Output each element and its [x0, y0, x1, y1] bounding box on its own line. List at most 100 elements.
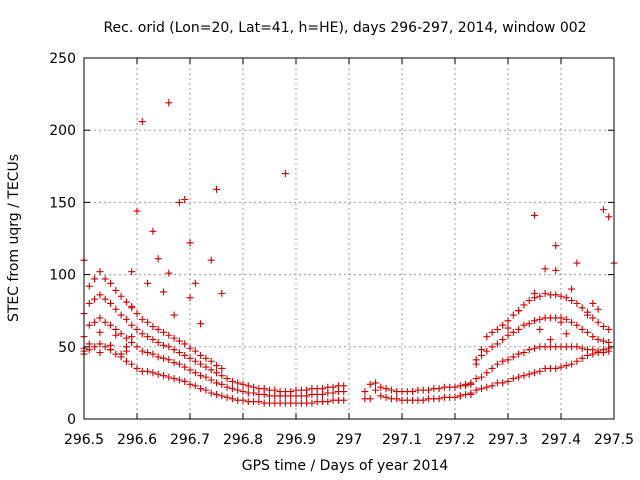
- data-point: [149, 227, 157, 235]
- x-tick-label: 296.8: [223, 432, 263, 448]
- data-point: [165, 373, 173, 381]
- data-point: [144, 349, 152, 357]
- data-point: [96, 291, 104, 299]
- data-point: [122, 334, 130, 342]
- data-point: [197, 320, 205, 328]
- plot-frame: [83, 57, 615, 420]
- data-point: [149, 350, 157, 358]
- data-point: [525, 297, 533, 305]
- data-point: [541, 265, 549, 273]
- data-point: [117, 311, 125, 319]
- data-point: [96, 268, 104, 276]
- data-point: [520, 301, 528, 309]
- data-point: [552, 242, 560, 250]
- data-point: [568, 360, 576, 368]
- data-point: [128, 302, 136, 310]
- data-point: [154, 325, 162, 333]
- data-point: [202, 373, 210, 381]
- data-point: [122, 315, 130, 323]
- grid-lines: [84, 58, 614, 419]
- data-point: [605, 338, 613, 346]
- data-point: [483, 347, 491, 355]
- data-point: [525, 370, 533, 378]
- data-point: [531, 344, 538, 352]
- data-point: [181, 196, 189, 204]
- data-point: [531, 317, 538, 325]
- data-point: [599, 337, 607, 345]
- x-tick-label: 297: [336, 432, 363, 448]
- data-point: [154, 338, 162, 346]
- data-point: [509, 353, 517, 361]
- data-point: [154, 370, 162, 378]
- data-point: [91, 343, 99, 351]
- data-point: [483, 369, 491, 377]
- data-point: [170, 359, 178, 367]
- data-point: [557, 363, 565, 371]
- data-point: [96, 340, 104, 348]
- y-tick-label: 200: [49, 123, 76, 139]
- data-point: [175, 198, 183, 206]
- data-point: [207, 256, 215, 264]
- data-point: [170, 334, 178, 342]
- data-point: [483, 383, 491, 391]
- data-point: [160, 354, 167, 362]
- data-point: [573, 357, 581, 365]
- data-point: [573, 299, 581, 307]
- data-point: [525, 320, 533, 328]
- data-point: [202, 363, 210, 371]
- data-point: [191, 357, 199, 365]
- data-point: [122, 343, 130, 351]
- data-point: [281, 170, 289, 178]
- data-point: [175, 376, 183, 384]
- data-point: [599, 323, 607, 331]
- x-axis-label: GPS time / Days of year 2014: [242, 458, 449, 474]
- data-point: [170, 375, 178, 383]
- data-point: [191, 279, 199, 287]
- data-point: [366, 380, 374, 388]
- y-tick-label: 250: [49, 51, 76, 67]
- data-point: [138, 347, 146, 355]
- data-point: [133, 343, 141, 351]
- data-point: [107, 341, 114, 349]
- data-point: [594, 305, 602, 313]
- data-point: [382, 385, 390, 393]
- data-point: [488, 328, 496, 336]
- data-point: [594, 318, 602, 326]
- data-point: [96, 328, 104, 336]
- data-points: [80, 99, 618, 407]
- data-point: [493, 340, 501, 348]
- data-point: [599, 206, 607, 214]
- data-point: [504, 317, 512, 325]
- data-point: [509, 375, 517, 383]
- data-point: [175, 360, 183, 368]
- data-point: [520, 321, 528, 329]
- y-tick-label: 50: [58, 340, 76, 356]
- data-point: [197, 360, 205, 368]
- data-point: [101, 295, 109, 303]
- data-point: [536, 315, 544, 323]
- chart-title: Rec. orid (Lon=20, Lat=41, h=HE), days 2…: [103, 20, 586, 36]
- data-point: [234, 386, 242, 394]
- data-point: [499, 357, 507, 365]
- data-point: [584, 328, 591, 336]
- data-point: [504, 377, 512, 385]
- data-point: [117, 330, 125, 338]
- data-point: [165, 99, 173, 107]
- data-point: [456, 392, 464, 400]
- data-point: [228, 385, 236, 393]
- data-point: [160, 372, 167, 380]
- data-point: [557, 318, 565, 326]
- x-tick-label: 296.6: [117, 432, 157, 448]
- data-point: [186, 366, 194, 374]
- data-point: [218, 289, 226, 297]
- data-point: [144, 318, 152, 326]
- data-point: [605, 213, 613, 221]
- y-tick-labels: 0 50 100 150 200 250: [49, 51, 76, 428]
- data-point: [525, 346, 533, 354]
- data-point: [186, 294, 194, 302]
- data-point: [96, 349, 104, 357]
- data-point: [472, 386, 480, 394]
- data-point: [504, 324, 512, 332]
- data-point: [107, 299, 114, 307]
- y-tick-label: 150: [49, 195, 76, 211]
